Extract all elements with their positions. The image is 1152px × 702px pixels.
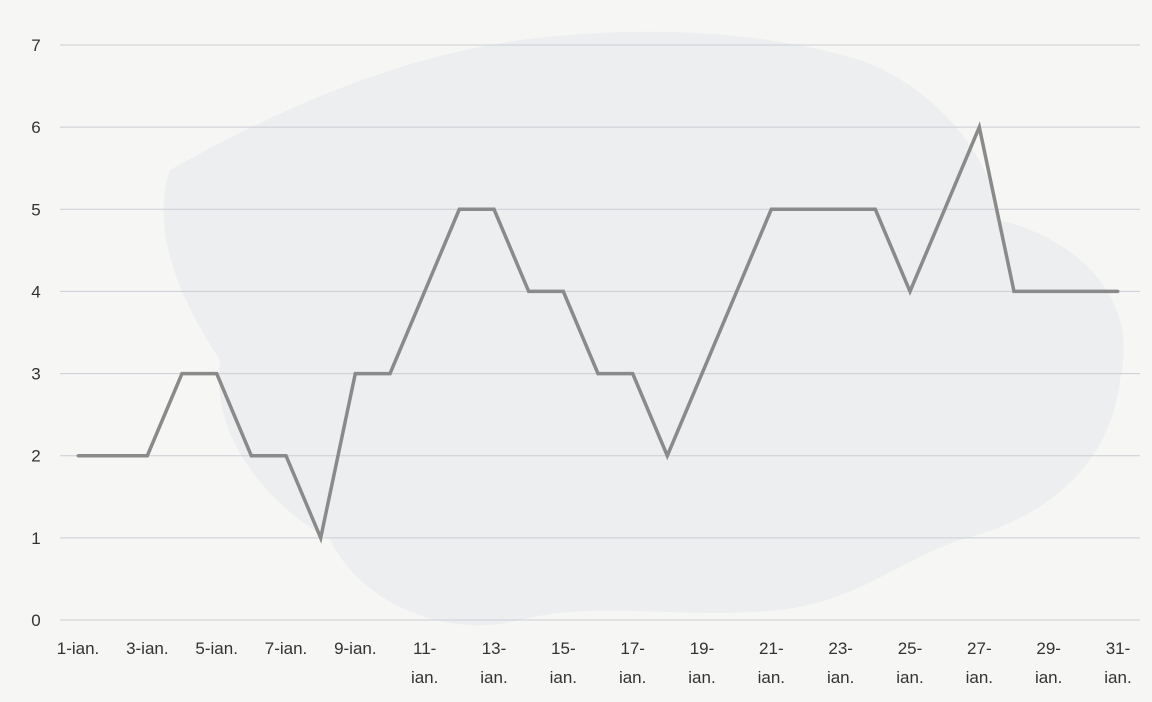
x-tick-label: 31-ian. — [1104, 639, 1131, 687]
x-tick-label: 11-ian. — [411, 639, 438, 687]
data-point — [249, 454, 253, 458]
data-point — [873, 207, 877, 211]
data-point — [492, 207, 496, 211]
series-group — [76, 121, 1120, 544]
data-point — [284, 454, 288, 458]
data-point — [908, 289, 912, 293]
data-point — [1047, 289, 1051, 293]
data-point — [769, 207, 773, 211]
gridlines — [60, 44, 1140, 621]
data-point — [319, 536, 323, 540]
y-tick-label: 5 — [31, 200, 40, 219]
x-tick-label: 29-ian. — [1035, 639, 1062, 687]
data-point — [1116, 289, 1120, 293]
y-tick-label: 2 — [31, 447, 40, 466]
data-point — [527, 289, 531, 293]
data-point — [561, 289, 565, 293]
x-tick-label: 25-ian. — [896, 639, 923, 687]
data-point — [423, 289, 427, 293]
x-tick-label: 23-ian. — [827, 639, 854, 687]
x-tick-label: 27-ian. — [966, 639, 993, 687]
x-tick-label: 19-ian. — [688, 639, 715, 687]
data-point — [943, 207, 947, 211]
x-tick-label: 21-ian. — [758, 639, 785, 687]
data-point — [353, 372, 357, 376]
data-point — [735, 289, 739, 293]
x-tick-label: 7-ian. — [265, 639, 308, 658]
x-tick-label: 17-ian. — [619, 639, 646, 687]
data-point — [111, 454, 115, 458]
data-point — [1012, 289, 1016, 293]
x-tick-label: 5-ian. — [195, 639, 238, 658]
data-point — [631, 372, 635, 376]
data-point — [977, 125, 981, 129]
y-tick-label: 4 — [31, 282, 40, 301]
y-tick-label: 1 — [31, 529, 40, 548]
data-point — [839, 207, 843, 211]
data-point — [1081, 289, 1085, 293]
x-tick-label: 1-ian. — [57, 639, 100, 658]
x-tick-label: 3-ian. — [126, 639, 169, 658]
data-point — [596, 372, 600, 376]
background-map-watermark — [163, 31, 1124, 626]
y-tick-label: 7 — [31, 36, 40, 55]
x-tick-label: 13-ian. — [480, 639, 507, 687]
x-tick-label: 15-ian. — [550, 639, 577, 687]
data-point — [145, 454, 149, 458]
data-point — [215, 372, 219, 376]
y-tick-label: 3 — [31, 365, 40, 384]
data-point — [388, 372, 392, 376]
y-tick-label: 6 — [31, 118, 40, 137]
x-tick-label: 9-ian. — [334, 639, 377, 658]
data-point — [76, 454, 80, 458]
data-point — [665, 454, 669, 458]
data-point — [457, 207, 461, 211]
x-axis-ticks: 1-ian. 3-ian. 5-ian. 7-ian. 9-ian. 11-ian. 13-… — [57, 639, 1132, 687]
y-axis-ticks: 0 1 2 3 4 5 6 7 — [31, 36, 40, 630]
data-point — [180, 372, 184, 376]
data-point — [700, 372, 704, 376]
y-tick-label: 0 — [31, 611, 40, 630]
data-point — [804, 207, 808, 211]
